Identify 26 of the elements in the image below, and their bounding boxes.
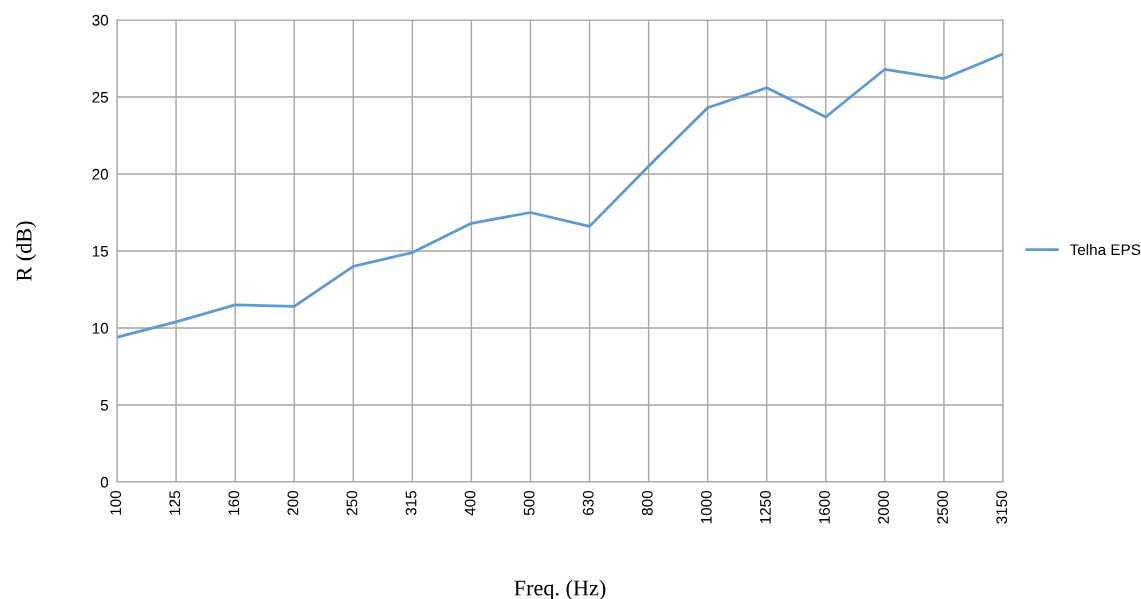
y-tick-label: 15 [92,246,109,257]
legend-label: Telha EPS [1069,243,1141,256]
x-tick-label: 125 [169,490,181,515]
x-tick-label: 1600 [819,490,830,524]
y-tick-label: 0 [100,476,109,488]
x-tick-label: 3150 [996,490,1008,524]
y-tick-label: 5 [100,400,109,411]
x-tick-label: 315 [405,490,417,516]
x-tick-label: 200 [287,490,299,516]
x-tick-label: 160 [228,490,240,515]
y-tick-label: 25 [92,91,109,103]
y-tick-label: 10 [92,322,109,334]
x-tick-label: 800 [641,490,653,516]
x-tick-label: 400 [464,490,476,516]
x-tick-label: 1250 [760,490,771,524]
y-axis-title: R (dB) [15,221,37,281]
x-tick-label: 1000 [700,490,712,524]
x-tick-label: 500 [523,490,535,516]
line-series [117,52,1003,339]
x-tick-label: 2000 [878,490,889,524]
x-tick-label: 250 [346,490,358,516]
x-tick-label: 630 [582,490,594,516]
y-tick-label: 20 [92,168,109,180]
x-tick-label: 100 [110,490,122,515]
y-tick-label: 30 [92,14,109,26]
x-tick-label: 2500 [937,490,949,524]
